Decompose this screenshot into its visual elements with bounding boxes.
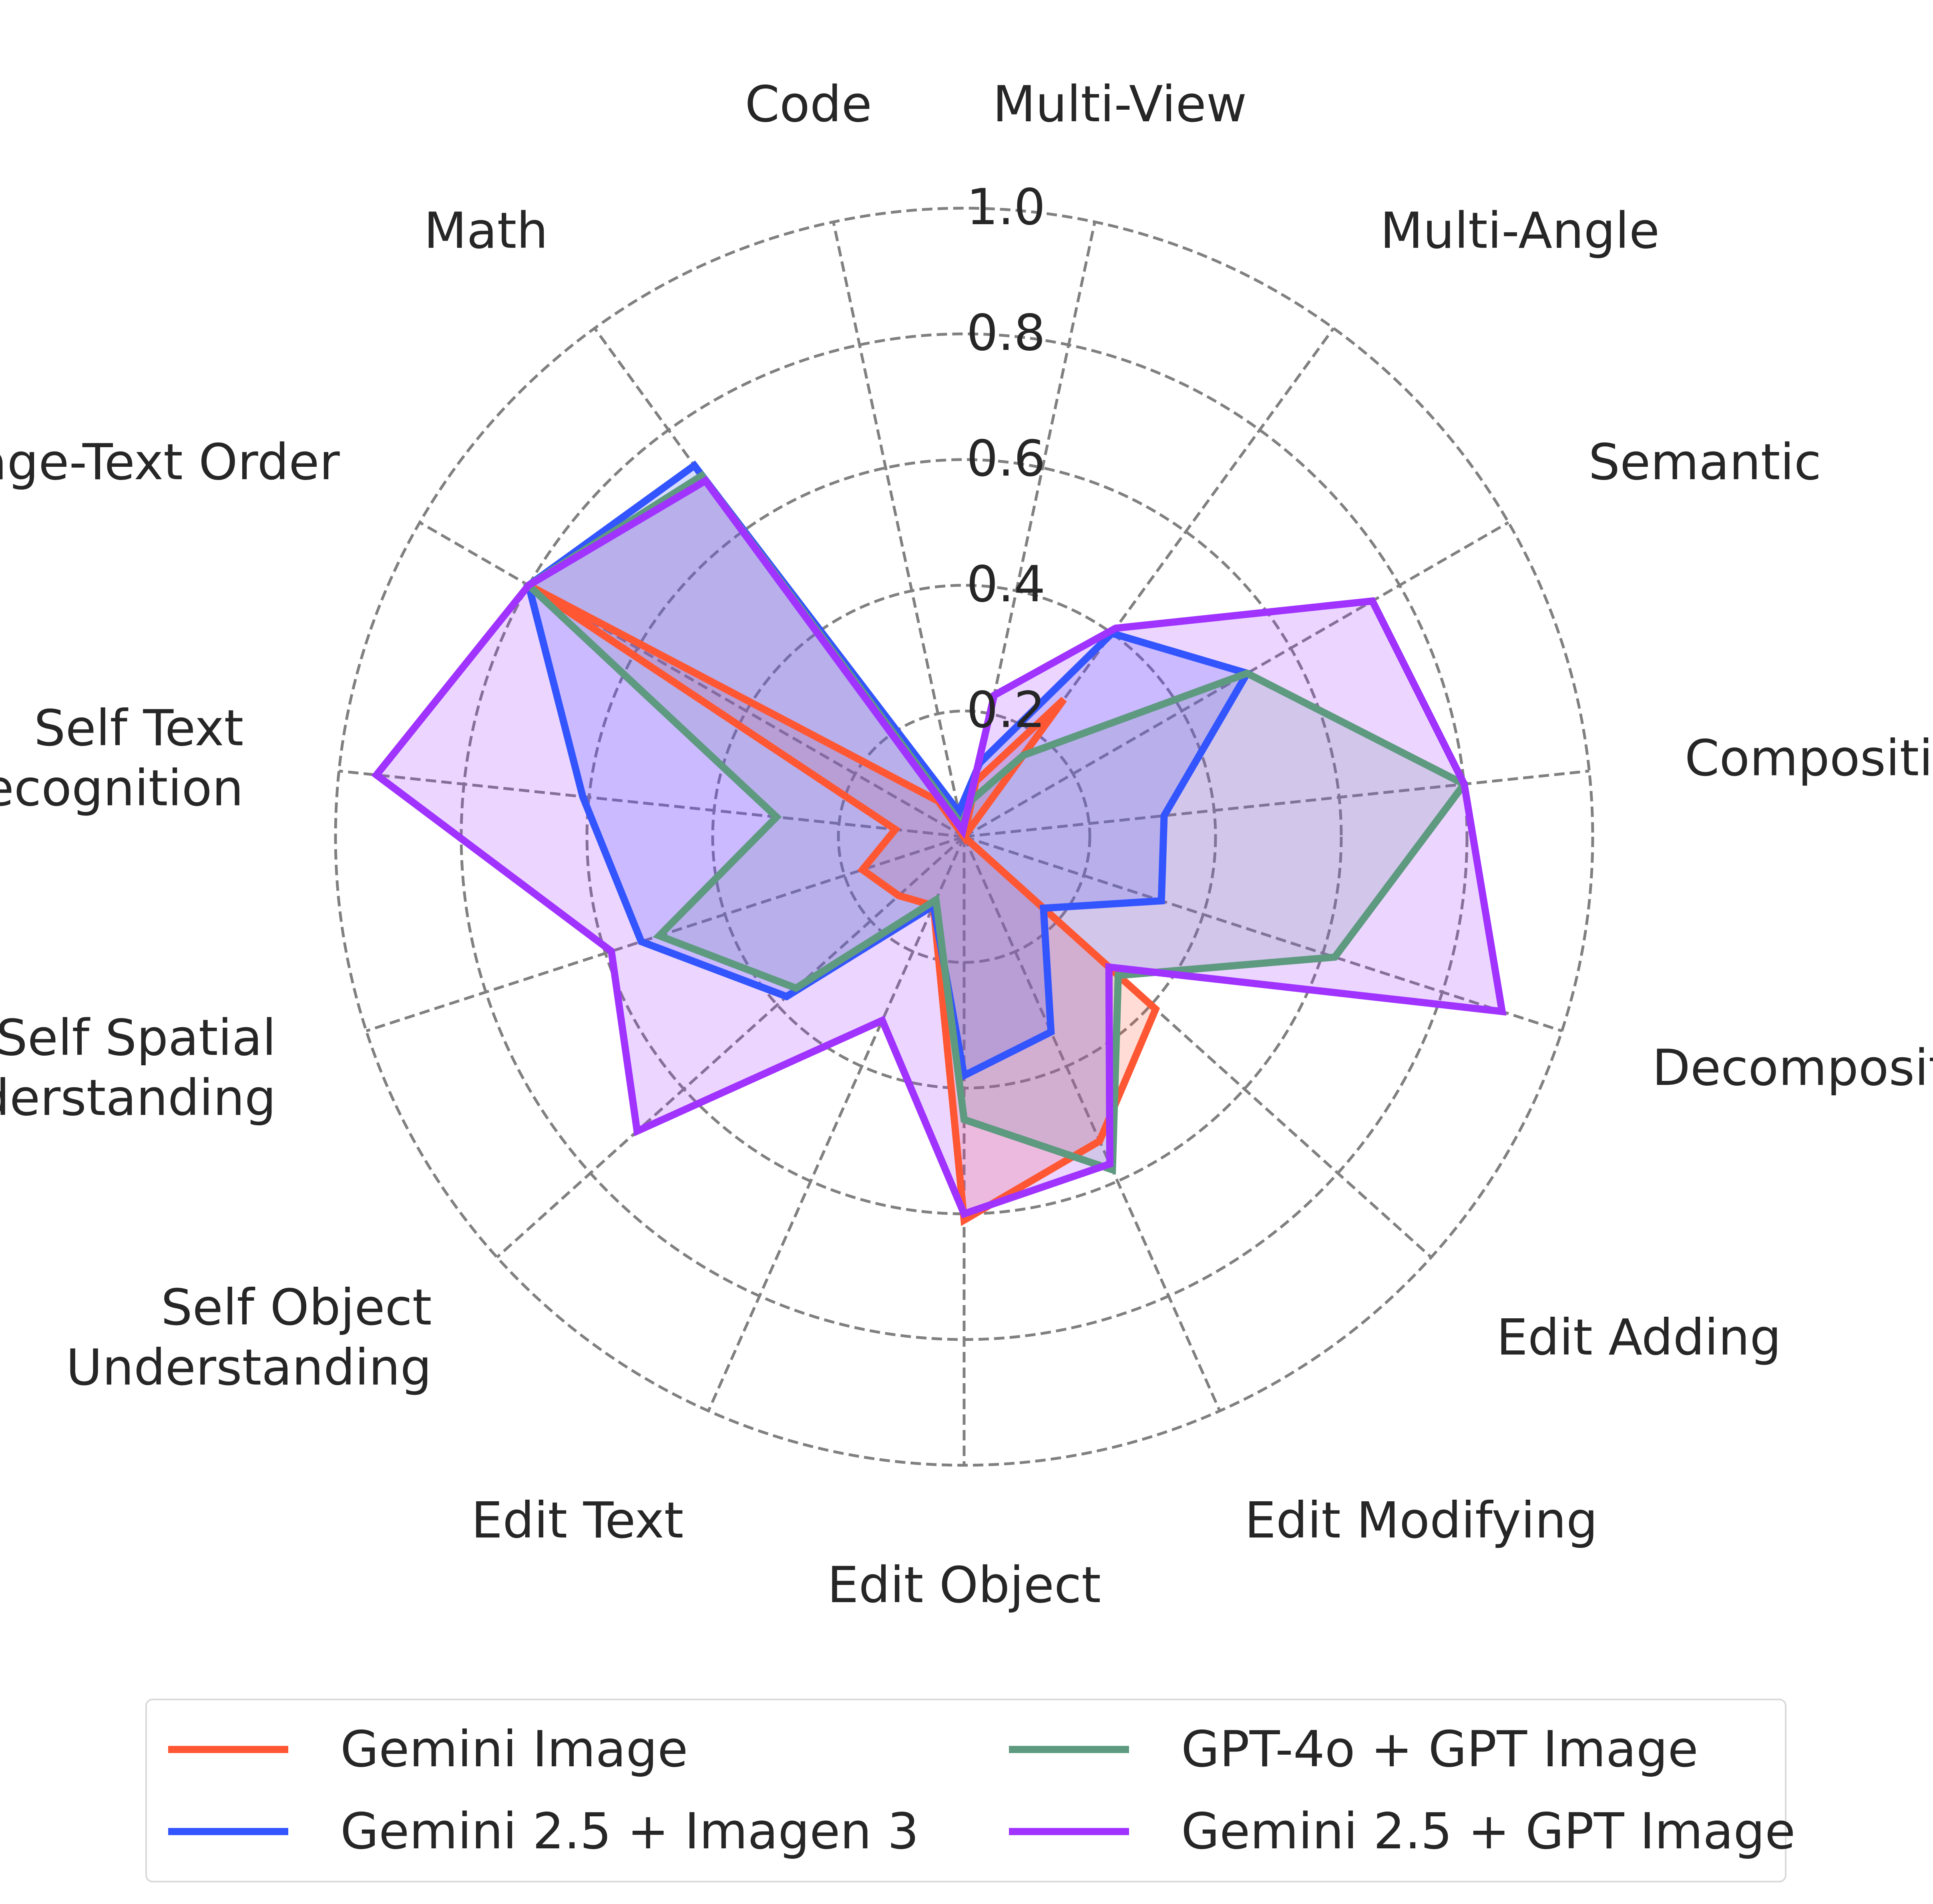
grid-spoke (707, 836, 966, 1412)
grid-spoke (963, 836, 1433, 1259)
grid-spoke (496, 836, 965, 1259)
axis-label-7: Edit Modifying (1245, 1492, 1598, 1549)
axis-label-8: Edit Object (827, 1557, 1101, 1614)
radial-tick-labels: 0.2 0.4 0.6 0.8 1.0 (966, 179, 1045, 739)
grid-spoke (963, 327, 1335, 838)
legend-label-3: GPT-4o + GPT Image (1181, 1721, 1698, 1778)
legend: Gemini Image Gemini 2.5 + Imagen 3 GPT-4o … (145, 1699, 1795, 1882)
grid-spoke (962, 836, 1221, 1412)
radial-tick-label: 0.8 (966, 304, 1045, 362)
radial-tick-label: 0.4 (966, 556, 1045, 613)
series-line-layer (371, 460, 1507, 1226)
axis-label-10: Self Object Understanding (66, 1279, 432, 1396)
series-line-1 (526, 582, 1160, 1226)
radial-tick-label: 0.6 (966, 430, 1045, 488)
axis-label-12: Self TextRecognition (0, 700, 243, 817)
grid-spoke (832, 221, 966, 837)
grid-spoke (964, 769, 1589, 838)
grid-spoke (419, 521, 965, 838)
grid-spoke (339, 769, 964, 838)
grid-ring-0.6 (585, 458, 1343, 1215)
series-line-4 (371, 476, 1507, 1219)
category-labels: Multi-View Multi-Angle Semantic Composition… (0, 76, 1933, 1614)
axis-label-2: Multi-Angle (1380, 202, 1660, 260)
legend-label-1: Gemini Image (340, 1721, 688, 1778)
axis-label-1: Multi-View (993, 76, 1247, 133)
axis-label-3: Semantic (1588, 434, 1821, 491)
series-area-3 (528, 476, 1465, 1170)
axis-label-15: Code (745, 76, 872, 133)
legend-label-4: Gemini 2.5 + GPT Image (1181, 1803, 1795, 1860)
axis-label-14: Math (424, 202, 548, 260)
radial-tick-label: 1.0 (966, 179, 1045, 236)
axis-label-13: Image-Text Order (0, 434, 340, 491)
axis-label-11: Self SpatialUnderstanding (0, 1009, 276, 1127)
radial-tick-label: 0.2 (966, 681, 1045, 739)
axis-label-9: Edit Text (471, 1492, 683, 1549)
grid-spoke (963, 835, 1563, 1032)
axis-label-5: Decomposition (1652, 1039, 1933, 1097)
axis-label-6: Edit Adding (1497, 1309, 1781, 1366)
axis-label-4: Composition (1685, 730, 1933, 787)
grid-spoke (962, 221, 1096, 837)
legend-label-2: Gemini 2.5 + Imagen 3 (340, 1803, 919, 1860)
legend-box (145, 1699, 1786, 1882)
